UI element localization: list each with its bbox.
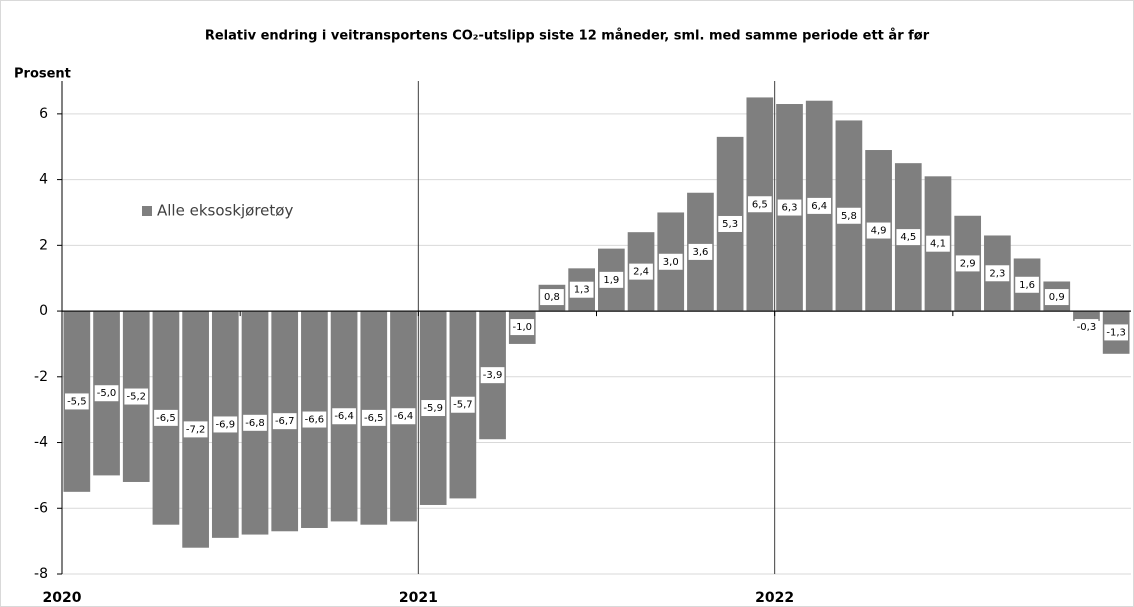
value-label-box (866, 222, 891, 239)
value-label: 1,6 (1019, 280, 1035, 291)
value-label: -7,2 (186, 424, 206, 435)
value-label: -3,9 (483, 370, 503, 381)
y-tick-label: 2 (39, 237, 48, 253)
y-axis-label: Prosent (14, 67, 71, 82)
value-label: 2,3 (989, 268, 1005, 279)
value-label-box (1074, 319, 1099, 336)
value-label-box (302, 411, 327, 428)
value-label: 0,9 (1049, 292, 1065, 303)
value-label-box (807, 197, 832, 214)
value-label: -6,5 (156, 413, 176, 424)
value-label-box (183, 421, 208, 438)
y-tick-label: 0 (39, 303, 48, 319)
value-label-box (688, 243, 713, 260)
value-label-box (718, 215, 742, 232)
value-label-box (272, 413, 297, 430)
value-label-box (421, 400, 446, 417)
value-label-box (926, 235, 950, 252)
value-label: 6,3 (782, 203, 798, 214)
value-label-box (332, 408, 356, 425)
value-label-box (124, 388, 149, 405)
y-tick-label: -4 (34, 435, 48, 451)
value-label-box (569, 281, 594, 298)
value-label: 5,8 (841, 211, 857, 222)
value-label: 1,9 (603, 275, 619, 286)
value-label-box (955, 255, 980, 272)
y-tick-label: 4 (39, 172, 48, 188)
value-label: 0,8 (544, 292, 560, 303)
value-label: -5,7 (453, 400, 473, 411)
y-tick-label: -2 (34, 369, 48, 385)
value-label: -6,7 (275, 416, 295, 427)
legend-swatch (142, 206, 152, 216)
value-label-box (837, 207, 861, 224)
value-label-box (658, 253, 683, 270)
value-label: 3,6 (692, 247, 708, 258)
value-label-box (540, 289, 564, 306)
value-label: 2,9 (960, 258, 976, 269)
value-label: -6,4 (334, 411, 354, 422)
value-label: 2,4 (633, 267, 649, 278)
legend-label: Alle eksoskjøretøy (157, 202, 293, 220)
value-label: 4,5 (900, 232, 916, 243)
value-label-box (747, 196, 772, 213)
value-label-box (896, 229, 921, 246)
value-label: 6,4 (811, 201, 827, 212)
value-label-box (65, 393, 89, 410)
value-label-box (480, 367, 505, 384)
value-label-box (1044, 289, 1069, 306)
value-label: 1,3 (574, 285, 590, 296)
value-label: -5,9 (423, 403, 443, 414)
value-label: -5,0 (97, 388, 117, 399)
x-tick-label: 2022 (755, 590, 794, 606)
value-label-box (1015, 276, 1039, 293)
value-label: -6,4 (394, 411, 414, 422)
value-label-box (213, 416, 238, 433)
value-label: -5,2 (126, 392, 146, 403)
value-label-box (777, 199, 802, 216)
x-tick-label: 2021 (399, 590, 438, 606)
value-label: -6,6 (305, 415, 325, 426)
chart-title: Relativ endring i veitransportens CO₂-ut… (205, 29, 930, 44)
x-tick-label: 2020 (43, 590, 82, 606)
value-label: -0,3 (1077, 322, 1097, 333)
value-label-box (629, 263, 653, 280)
value-label-box (599, 271, 624, 288)
value-label: 6,5 (752, 199, 768, 210)
value-label-box (985, 265, 1010, 282)
value-label: 5,3 (722, 219, 738, 230)
value-label-box (154, 409, 178, 426)
bar (1073, 311, 1100, 321)
value-label: -6,5 (364, 413, 384, 424)
value-label: 4,9 (871, 226, 887, 237)
value-label-box (451, 396, 475, 413)
y-tick-label: -8 (34, 566, 48, 582)
value-label: -5,5 (67, 396, 87, 407)
value-label-box (243, 414, 267, 431)
value-label: -6,8 (245, 418, 265, 429)
value-label: 4,1 (930, 239, 946, 250)
value-label-box (361, 409, 386, 426)
value-label: 3,0 (663, 257, 679, 268)
value-label: -1,0 (513, 322, 533, 333)
value-label-box (1104, 324, 1128, 341)
value-label-box (391, 408, 416, 425)
value-label-box (94, 385, 119, 402)
value-label: -1,3 (1106, 327, 1126, 338)
y-tick-label: -6 (34, 500, 48, 516)
value-label-box (510, 319, 535, 336)
y-tick-label: 6 (39, 106, 48, 122)
value-label: -6,9 (216, 419, 236, 430)
